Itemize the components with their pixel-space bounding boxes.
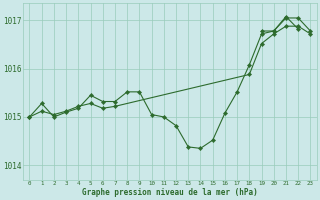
X-axis label: Graphe pression niveau de la mer (hPa): Graphe pression niveau de la mer (hPa) (82, 188, 258, 197)
